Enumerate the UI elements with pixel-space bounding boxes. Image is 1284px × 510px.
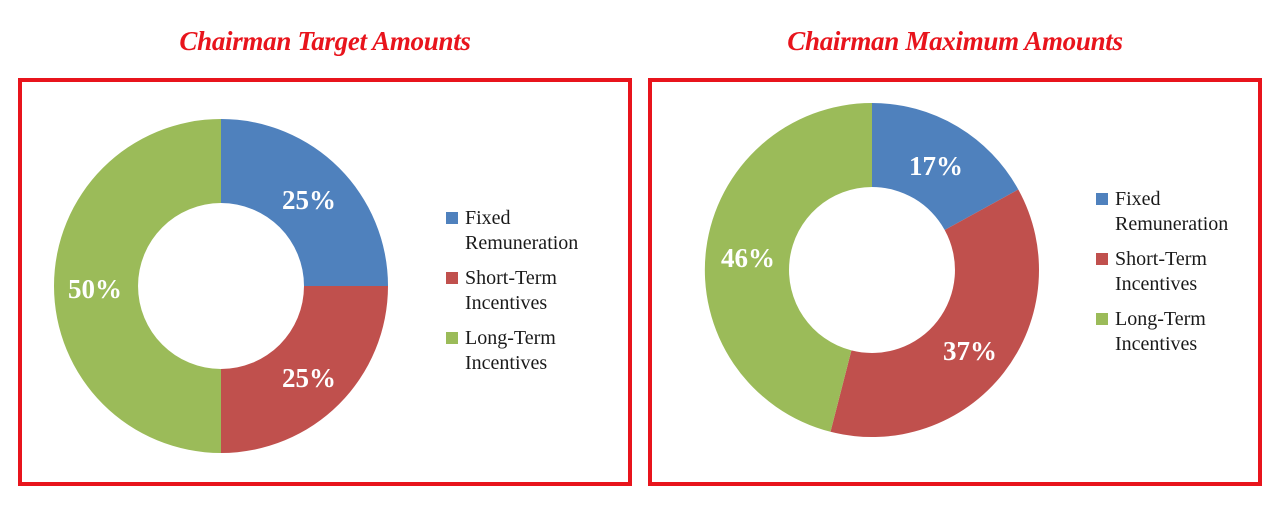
left-label-fixed: 25%: [282, 185, 336, 215]
legend-label-line1: Short-Term: [1115, 248, 1207, 270]
legend-swatch-long-term: [446, 332, 458, 344]
left-slice-long-term: [54, 119, 221, 453]
legend-item-fixed: Fixed Remuneration: [1096, 187, 1228, 237]
legend-swatch-fixed: [446, 212, 458, 224]
legend-item-short-term: Short-Term Incentives: [1096, 247, 1228, 297]
right-slice-short-term: [830, 189, 1040, 438]
left-slice-short-term: [221, 286, 388, 453]
right-donut-chart: 17% 37% 46%: [704, 102, 1040, 438]
legend-label-line1: Short-Term: [465, 267, 557, 289]
legend-label-line1: Fixed: [465, 207, 511, 229]
right-label-short-term: 37%: [943, 336, 997, 366]
legend-label-line1: Fixed: [1115, 188, 1161, 210]
legend-item-fixed: Fixed Remuneration: [446, 206, 578, 256]
legend-item-short-term: Short-Term Incentives: [446, 266, 578, 316]
legend-swatch-short-term: [446, 272, 458, 284]
right-chart-panel: 17% 37% 46% Fixed Remuneration Short-Ter…: [648, 78, 1262, 486]
left-label-short-term: 25%: [282, 363, 336, 393]
legend-swatch-fixed: [1096, 193, 1108, 205]
left-slice-fixed: [221, 119, 388, 286]
legend-label-line2: Incentives: [1115, 333, 1198, 355]
legend-label-line2: Incentives: [1115, 273, 1198, 295]
legend-label-line2: Incentives: [465, 292, 548, 314]
legend-label-line2: Incentives: [465, 352, 548, 374]
legend-label-line2: Remuneration: [1115, 213, 1229, 235]
legend-item-long-term: Long-Term Incentives: [1096, 307, 1228, 357]
legend-swatch-long-term: [1096, 313, 1108, 325]
left-label-long-term: 50%: [68, 274, 122, 304]
legend-item-long-term: Long-Term Incentives: [446, 326, 578, 376]
left-chart-panel: 25% 25% 50% Fixed Remuneration Short-Ter…: [18, 78, 632, 486]
legend-label-line2: Remuneration: [465, 232, 579, 254]
legend-swatch-short-term: [1096, 253, 1108, 265]
left-chart-title: Chairman Target Amounts: [179, 26, 471, 56]
right-label-long-term: 46%: [721, 243, 775, 273]
right-legend: Fixed Remuneration Short-Term Incentives…: [1096, 187, 1228, 367]
left-legend: Fixed Remuneration Short-Term Incentives…: [446, 206, 578, 386]
legend-label-line1: Long-Term: [1115, 308, 1206, 330]
right-label-fixed: 17%: [909, 151, 963, 181]
right-slice-long-term: [704, 102, 872, 432]
right-chart-title: Chairman Maximum Amounts: [787, 26, 1123, 56]
legend-label-line1: Long-Term: [465, 327, 556, 349]
right-slice-fixed: [872, 103, 1019, 230]
left-donut-chart: 25% 25% 50%: [54, 119, 388, 453]
